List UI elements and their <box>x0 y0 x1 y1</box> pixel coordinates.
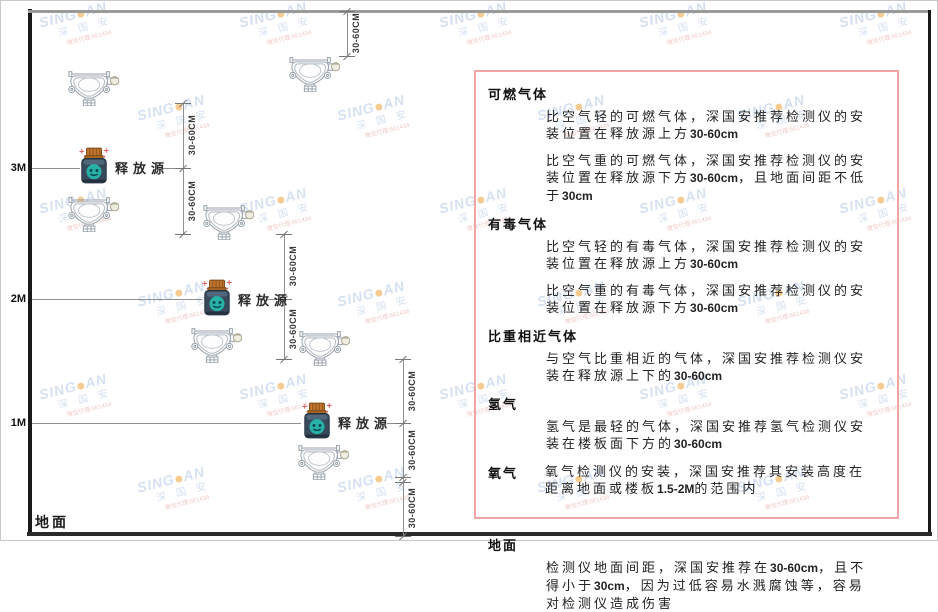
gas-detector-icon <box>298 445 350 481</box>
height-axis-label: 2M <box>10 293 26 305</box>
release-source-label: 释放源 <box>115 161 170 176</box>
section-paragraph: 比空气轻的可燃气体，深国安推荐检测仪的安装位置在释放源上方30-60cm <box>546 109 867 141</box>
dimension-value-label: 30-60CM <box>288 308 298 350</box>
dimension-value-label: 30-60CM <box>407 370 417 412</box>
panel-section: 氧气 氧气检测仪的安装，深国安推荐其安装高度在距离地面或楼板1.5-2M的范围内 <box>488 463 885 507</box>
gas-detector <box>202 203 255 241</box>
section-paragraph: 氢气是最轻的气体，深国安推荐氢气检测仪安装在楼板面下方的30-60cm <box>546 419 867 451</box>
dimension-value-label: 30-60CM <box>351 12 361 54</box>
gas-detector-icon <box>68 197 120 233</box>
height-axis-label: 3M <box>10 162 26 174</box>
section-heading: 氧气 <box>488 466 519 481</box>
height-reference-line <box>32 168 80 169</box>
dimension-connector-line <box>163 168 183 169</box>
gas-detector-icon <box>299 331 351 367</box>
gas-detector <box>67 69 120 107</box>
gas-detector-icon <box>191 328 243 364</box>
release-source-label: 释放源 <box>338 416 393 431</box>
section-paragraph: 氧气检测仪的安装，深国安推荐其安装高度在距离地面或楼板1.5-2M的范围内 <box>545 464 866 496</box>
gas-detector <box>288 55 341 93</box>
release-source-icon <box>79 147 109 184</box>
section-heading: 可燃气体 <box>488 87 549 102</box>
dimension-value-label: 30-60CM <box>187 180 197 222</box>
gas-detector <box>297 443 350 481</box>
room-diagram: 地面 3M 2M 1M 30-60CM 30-60CM 30-60CM 30-60CM 30-… <box>1 1 937 541</box>
recommendation-panel: 可燃气体比空气轻的可燃气体，深国安推荐检测仪的安装位置在释放源上方30-60cm… <box>474 70 899 611</box>
section-paragraph: 比空气重的可燃气体，深国安推荐检测仪的安装位置在释放源下方30-60cm，且地面… <box>546 153 867 203</box>
gas-detector-icon <box>289 57 341 93</box>
height-reference-line <box>32 299 202 300</box>
gas-detector-icon <box>203 205 255 241</box>
section-heading: 地面 <box>488 538 519 553</box>
dimension-value-label: 30-60CM <box>288 245 298 287</box>
release-source-icon <box>302 402 332 439</box>
gas-detector <box>67 195 120 233</box>
gas-detector <box>190 326 243 364</box>
gas-detector <box>298 329 351 367</box>
section-paragraph: 与空气比重相近的气体，深国安推荐检测仪安装在释放源上下的30-60cm <box>546 351 867 383</box>
dimension-value-label: 30-60CM <box>187 114 197 156</box>
dimension-value-label: 30-60CM <box>407 429 417 471</box>
dimension-line <box>403 359 404 536</box>
ground-label: 地面 <box>35 516 69 531</box>
dimension-value-label: 30-60CM <box>407 487 417 529</box>
left-wall-line <box>28 9 32 536</box>
release-source-label: 释放源 <box>238 293 293 308</box>
floor-line <box>27 532 932 536</box>
dimension-connector-line <box>267 299 284 300</box>
ceiling-line <box>28 10 931 13</box>
release-source <box>201 278 233 318</box>
gas-detector-icon <box>68 71 120 107</box>
release-source-icon <box>202 279 232 316</box>
section-paragraph: 比空气重的有毒气体，深国安推荐检测仪的安装位置在释放源下方30-60cm <box>546 283 867 315</box>
height-reference-line <box>32 423 301 424</box>
dimension-line <box>347 11 348 56</box>
section-paragraph: 检测仪地面间距，深国安推荐在30-60cm，且不得小于30cm，因为过低容易水溅… <box>546 560 867 611</box>
release-source <box>301 401 333 441</box>
section-heading: 氢气 <box>488 397 519 412</box>
section-paragraph: 比空气轻的有毒气体，深国安推荐检测仪的安装位置在释放源上方30-60cm <box>546 239 867 271</box>
height-axis-label: 1M <box>10 417 26 429</box>
section-heading: 有毒气体 <box>488 217 549 232</box>
right-wall-line <box>928 10 931 536</box>
release-source <box>78 146 110 186</box>
section-heading: 比重相近气体 <box>488 329 579 344</box>
